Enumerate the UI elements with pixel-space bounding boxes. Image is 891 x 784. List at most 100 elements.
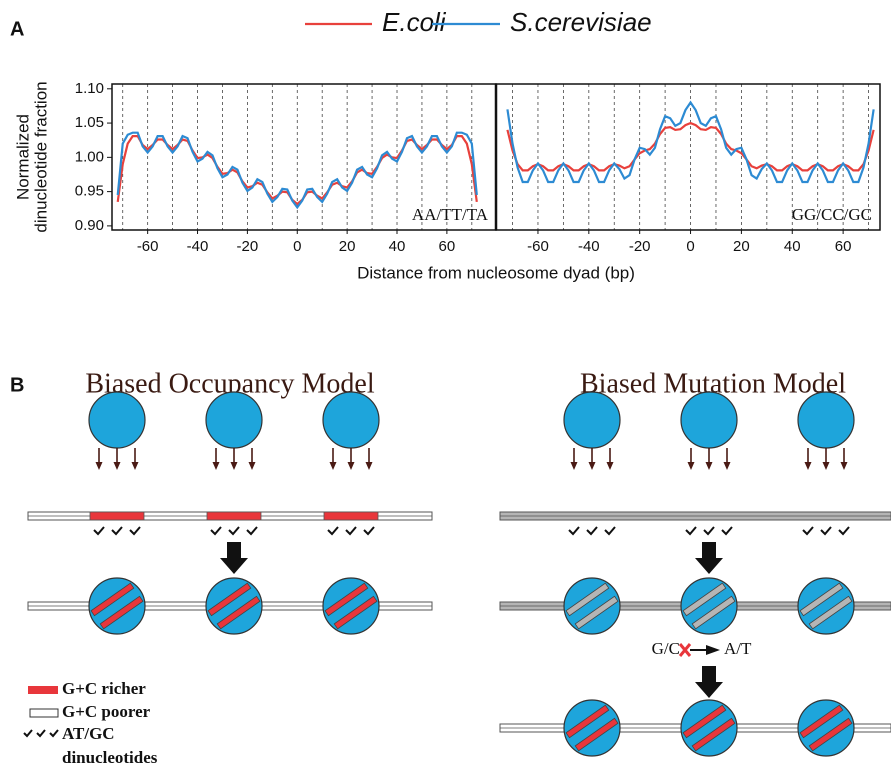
nucleosome-dna [565, 582, 610, 617]
small-arrow-head [570, 462, 578, 470]
small-arrow-head [687, 462, 695, 470]
check-mark [802, 526, 814, 536]
small-arrow-head [588, 462, 596, 470]
check-mark [820, 526, 832, 536]
nucleosome [563, 391, 621, 449]
nucleosome-dna [682, 582, 727, 617]
small-arrow-head [804, 462, 812, 470]
gc-rich-segment [206, 511, 262, 521]
x-tick-label: 0 [686, 238, 694, 255]
nucleosome [205, 391, 263, 449]
x-tick-label: 0 [293, 238, 301, 255]
y-tick-label: 1.05 [75, 114, 104, 131]
legend-swatch [29, 708, 59, 718]
legend-label: G+C richer [62, 679, 146, 698]
x-tick-label: -20 [629, 238, 651, 255]
nucleosome-dna [574, 595, 619, 630]
check-mark [246, 526, 258, 536]
small-arrow-head [329, 462, 337, 470]
nucleosome [88, 391, 146, 449]
nucleosome [563, 577, 621, 635]
legend-check [36, 729, 46, 738]
legend-check [49, 729, 59, 738]
nucleosome [322, 391, 380, 449]
nucleosome-dna [333, 595, 378, 630]
legend-swatch [28, 686, 58, 694]
legend-label: dinucleotides [62, 748, 158, 767]
x-tick-label: 20 [733, 238, 750, 255]
nucleosome [563, 699, 621, 757]
legend-label: G+C poorer [62, 702, 151, 721]
check-mark [703, 526, 715, 536]
small-arrow-head [606, 462, 614, 470]
small-arrow-head [131, 462, 139, 470]
check-mark [345, 526, 357, 536]
nucleosome-dna [691, 595, 736, 630]
gc-rich-segment [323, 511, 379, 521]
check-mark [685, 526, 697, 536]
x-tick-label: 60 [439, 238, 456, 255]
mutation-to: A/T [724, 639, 752, 658]
y-tick-label: 1.10 [75, 80, 104, 97]
x-tick-label: -40 [187, 238, 209, 255]
nucleosome [680, 577, 738, 635]
gc-rich-segment [89, 511, 145, 521]
x-tick-label: -40 [578, 238, 600, 255]
check-mark [93, 526, 105, 536]
series-line [506, 100, 875, 184]
y-axis-label: dinucleotide fraction [31, 81, 50, 232]
series-line [506, 121, 875, 172]
y-tick-label: 0.90 [75, 217, 104, 234]
big-arrow [220, 542, 248, 574]
small-arrow-head [822, 462, 830, 470]
nucleosome-dna [682, 704, 727, 739]
check-mark [210, 526, 222, 536]
nucleosome-dna [799, 582, 844, 617]
small-arrow-head [113, 462, 121, 470]
check-mark [568, 526, 580, 536]
nucleosome-dna [691, 717, 736, 752]
nucleosome-dna [90, 582, 135, 617]
nucleosome [680, 391, 738, 449]
small-arrow-head [95, 462, 103, 470]
small-arrow-head [347, 462, 355, 470]
x-tick-label: -20 [237, 238, 259, 255]
mutation-block [678, 643, 692, 657]
small-arrow-head [723, 462, 731, 470]
small-arrow-head [212, 462, 220, 470]
nucleosome-dna [565, 704, 610, 739]
check-mark [327, 526, 339, 536]
x-tick-label: 20 [339, 238, 356, 255]
mutation-from: G/C [652, 639, 680, 658]
x-tick-label: 60 [835, 238, 852, 255]
check-mark [363, 526, 375, 536]
big-arrow [695, 666, 723, 698]
check-mark [721, 526, 733, 536]
x-tick-label: -60 [527, 238, 549, 255]
check-mark [228, 526, 240, 536]
check-mark [129, 526, 141, 536]
nucleosome-dna [324, 582, 369, 617]
nucleosome [797, 699, 855, 757]
small-arrow-head [230, 462, 238, 470]
nucleosome-dna [574, 717, 619, 752]
check-mark [604, 526, 616, 536]
nucleosome-dna [808, 595, 853, 630]
check-mark [586, 526, 598, 536]
x-tick-label: -60 [137, 238, 159, 255]
panel-label: A [10, 18, 24, 40]
nucleosome-dna [808, 717, 853, 752]
series-line [116, 131, 478, 210]
nucleosome [322, 577, 380, 635]
y-tick-label: 0.95 [75, 183, 104, 200]
y-tick-label: 1.00 [75, 148, 104, 165]
big-arrow [695, 542, 723, 574]
mutation-arrow-head [706, 645, 720, 655]
small-arrow-head [840, 462, 848, 470]
small-arrow-head [248, 462, 256, 470]
nucleosome-dna [99, 595, 144, 630]
panel-label: B [10, 374, 24, 396]
small-arrow-head [705, 462, 713, 470]
small-arrow-head [365, 462, 373, 470]
